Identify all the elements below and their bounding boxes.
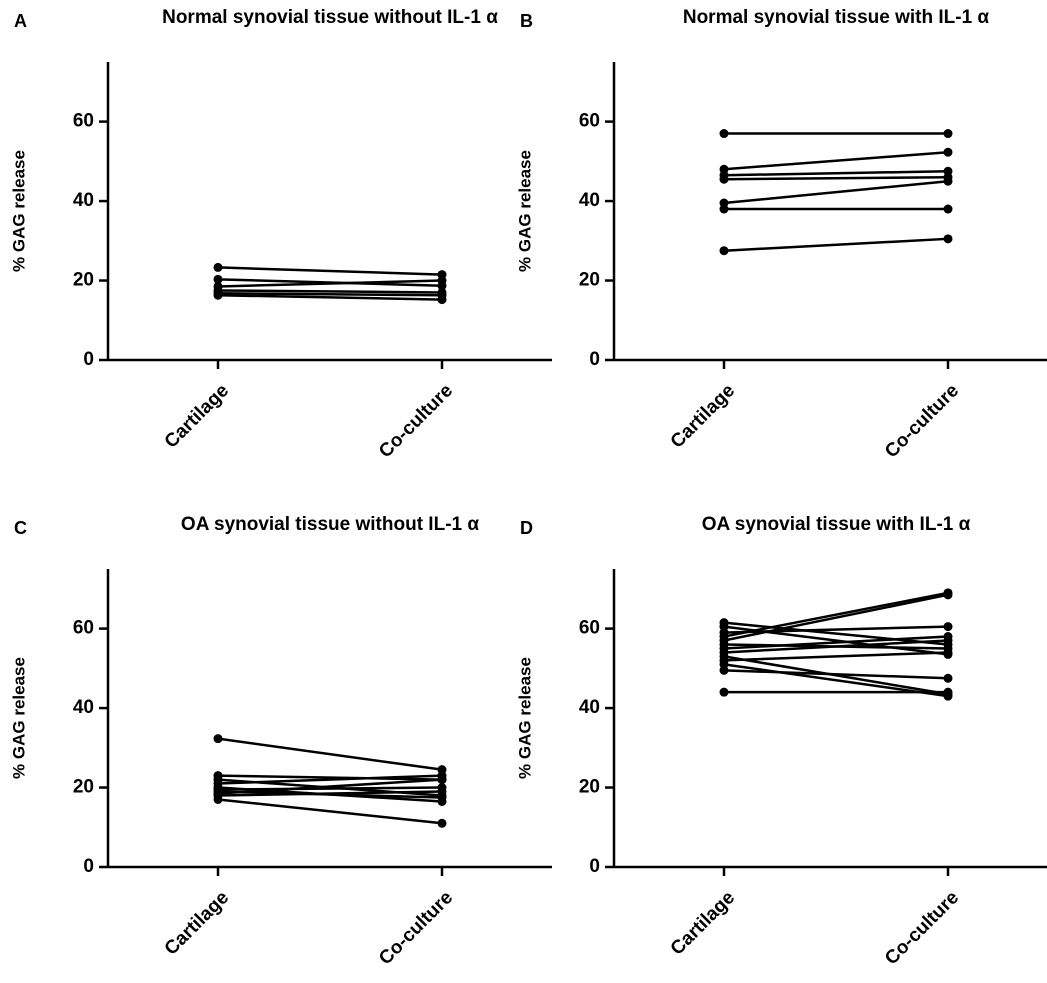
- data-line: [217, 786, 443, 791]
- data-point: [213, 734, 223, 744]
- y-tick-label: 20: [73, 777, 94, 798]
- data-point: [943, 176, 953, 186]
- data-line: [723, 170, 949, 177]
- data-point: [437, 818, 447, 828]
- panel-label: B: [520, 11, 533, 31]
- data-line: [723, 179, 949, 205]
- data-point: [719, 687, 729, 697]
- data-line: [723, 237, 949, 252]
- y-tick-label: 60: [73, 111, 94, 132]
- data-point: [719, 246, 729, 256]
- data-point: [437, 775, 447, 785]
- chart-title: Normal synovial tissue without IL-1 α: [162, 7, 498, 28]
- data-line: [217, 774, 443, 781]
- data-line: [723, 175, 949, 181]
- data-point: [437, 787, 447, 797]
- data-point: [213, 262, 223, 272]
- y-tick-label: 40: [73, 190, 94, 211]
- chart-title: OA synovial tissue with IL-1 α: [702, 514, 971, 535]
- data-point: [437, 295, 447, 305]
- data-line: [217, 798, 443, 825]
- y-tick-label: 60: [73, 618, 94, 639]
- data-line: [723, 593, 949, 642]
- y-tick-label: 60: [579, 618, 600, 639]
- data-line: [723, 621, 949, 646]
- data-point: [943, 647, 953, 657]
- y-tick-label: 20: [73, 270, 94, 291]
- data-point: [943, 673, 953, 683]
- data-line: [217, 737, 443, 771]
- panel-label: C: [14, 518, 27, 538]
- y-tick-label: 20: [579, 270, 600, 291]
- data-line: [723, 663, 949, 698]
- panel-label: D: [520, 518, 533, 538]
- panel: C OA synovial tissue without IL-1 α % GAG …: [9, 514, 552, 969]
- data-point: [213, 290, 223, 300]
- data-line: [723, 669, 949, 680]
- y-axis-label: % GAG release: [9, 150, 28, 272]
- x-tick-label: Cartilage: [667, 380, 739, 452]
- x-tick-label: Co-culture: [881, 887, 963, 969]
- data-point: [943, 636, 953, 646]
- data-point: [719, 204, 729, 214]
- data-point: [437, 276, 447, 286]
- data-line: [217, 291, 443, 297]
- data-point: [943, 204, 953, 214]
- y-tick-label: 20: [579, 777, 600, 798]
- y-axis-label: % GAG release: [515, 150, 534, 272]
- data-line: [217, 790, 443, 797]
- data-point: [943, 147, 953, 157]
- x-tick-label: Cartilage: [161, 380, 233, 452]
- data-line: [217, 289, 443, 294]
- data-line: [723, 651, 949, 662]
- data-line: [217, 266, 443, 276]
- data-point: [943, 590, 953, 600]
- data-point: [213, 274, 223, 284]
- panel-label: A: [14, 11, 27, 31]
- data-line: [723, 635, 949, 650]
- data-line: [723, 150, 949, 171]
- data-point: [943, 234, 953, 244]
- data-line: [723, 639, 949, 654]
- x-tick-label: Cartilage: [667, 887, 739, 959]
- data-point: [719, 129, 729, 139]
- data-line: [217, 293, 443, 301]
- y-axis-label: % GAG release: [515, 657, 534, 779]
- x-tick-label: Co-culture: [375, 887, 457, 969]
- data-line: [723, 591, 949, 638]
- y-tick-label: 0: [589, 349, 600, 370]
- y-tick-label: 0: [589, 856, 600, 877]
- panel: B Normal synovial tissue with IL-1 α % GAG…: [515, 7, 1047, 462]
- y-axis-label: % GAG release: [9, 657, 28, 779]
- panel: A Normal synovial tissue without IL-1 α % …: [9, 7, 552, 462]
- x-tick-label: Cartilage: [161, 887, 233, 959]
- x-tick-label: Co-culture: [881, 380, 963, 462]
- y-tick-label: 0: [83, 856, 94, 877]
- y-tick-label: 40: [579, 697, 600, 718]
- data-line: [217, 774, 443, 785]
- chart-title: OA synovial tissue without IL-1 α: [181, 514, 479, 535]
- y-tick-label: 0: [83, 349, 94, 370]
- data-point: [719, 665, 729, 675]
- chart-title: Normal synovial tissue with IL-1 α: [683, 7, 990, 28]
- y-tick-label: 60: [579, 111, 600, 132]
- data-point: [719, 174, 729, 184]
- data-point: [213, 794, 223, 804]
- data-line: [217, 279, 443, 288]
- data-point: [943, 129, 953, 139]
- data-point: [943, 622, 953, 632]
- x-tick-label: Co-culture: [375, 380, 457, 462]
- y-tick-label: 40: [579, 190, 600, 211]
- panel: D OA synovial tissue with IL-1 α % GAG rel…: [515, 514, 1047, 969]
- data-point: [943, 687, 953, 697]
- data-line: [217, 778, 443, 795]
- y-tick-label: 40: [73, 697, 94, 718]
- data-line: [723, 625, 949, 634]
